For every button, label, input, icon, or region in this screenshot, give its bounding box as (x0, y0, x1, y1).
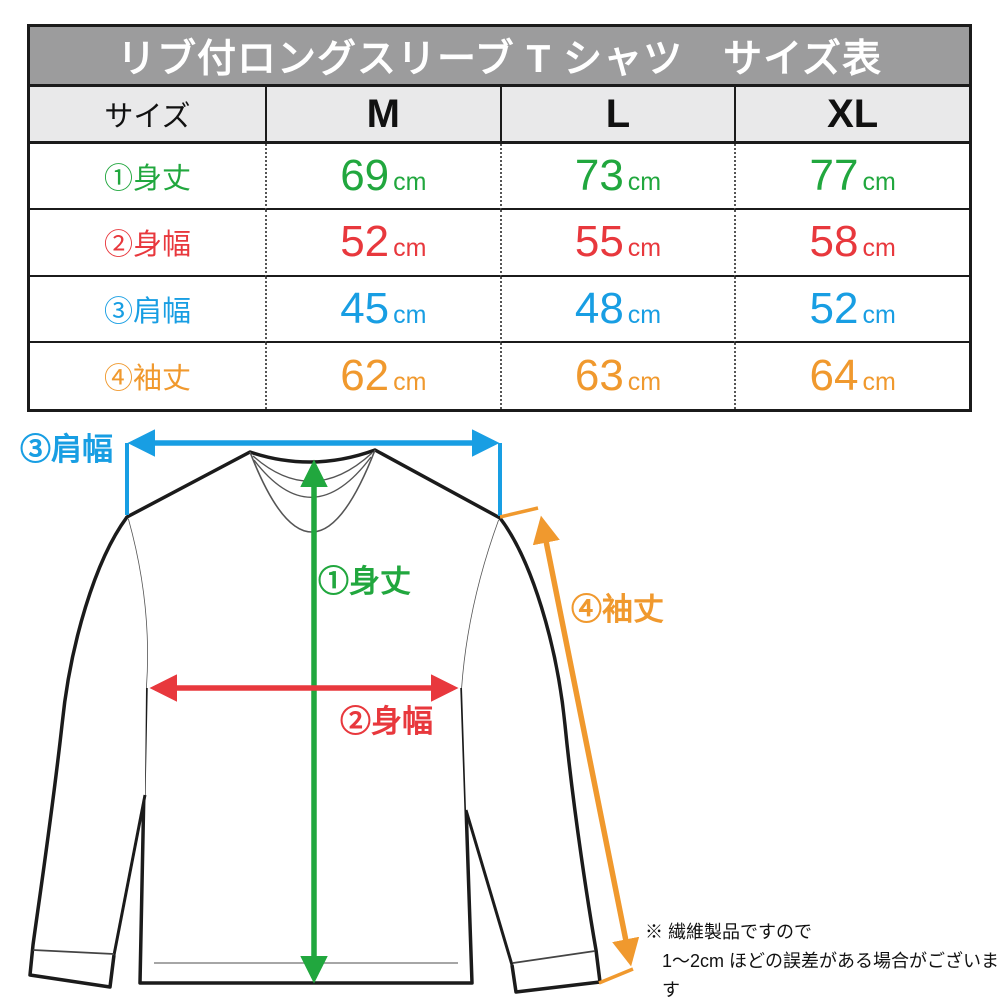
value-number: 58 (809, 217, 859, 267)
value-cell-m-body-length: 69 cm (265, 144, 500, 211)
value-unit: cm (393, 234, 427, 263)
row-label-sleeve-length: ④袖丈 (30, 342, 265, 409)
value-number: 69 (340, 151, 390, 201)
value-number: 45 (340, 283, 390, 333)
value-unit: cm (627, 300, 662, 329)
value-cell-m-body-width: 52 cm (265, 210, 500, 277)
value-unit: cm (627, 367, 662, 396)
value-number: 52 (340, 217, 390, 267)
value-unit: cm (627, 168, 662, 197)
value-cell-l-body-width: 55 cm (499, 210, 735, 277)
tshirt-diagram (28, 429, 640, 994)
value-number: 55 (574, 217, 624, 267)
value-number: 62 (340, 350, 390, 400)
diagram-label-shoulder-width: ③肩幅 (20, 432, 113, 467)
shirt-sleeve-left (30, 517, 148, 987)
value-cell-xl-body-width: 58 cm (734, 210, 969, 277)
value-number: 63 (574, 350, 624, 400)
value-cell-xl-sleeve-length: 64 cm (734, 342, 969, 409)
value-cell-l-sleeve-length: 63 cm (499, 342, 735, 409)
value-cell-l-shoulder-width: 48 cm (499, 276, 735, 343)
diagram-label-body-length: ①身丈 (318, 564, 411, 599)
value-unit: cm (862, 300, 896, 329)
header-size-label: サイズ (30, 87, 265, 144)
value-unit: cm (862, 367, 896, 396)
header-col-l: L (499, 87, 735, 144)
sleeve-length-connector-top (499, 506, 539, 519)
value-cell-m-shoulder-width: 45 cm (265, 276, 500, 343)
cuff-line-left (32, 949, 115, 955)
value-unit: cm (862, 168, 896, 197)
value-cell-xl-body-length: 77 cm (734, 144, 969, 211)
row-label-body-width: ②身幅 (30, 210, 265, 277)
value-cell-l-body-length: 73 cm (499, 144, 735, 211)
value-number: 48 (574, 283, 624, 333)
value-unit: cm (862, 234, 896, 263)
value-number: 64 (809, 350, 859, 400)
footnote-line-1: ※ 繊維製品ですので (645, 922, 813, 942)
sleeve-length-arrow (532, 515, 640, 967)
value-number: 73 (574, 151, 624, 201)
diagram-label-body-width: ②身幅 (340, 704, 433, 739)
row-label-body-length: ①身丈 (30, 144, 265, 211)
value-unit: cm (393, 367, 427, 396)
value-unit: cm (627, 234, 662, 263)
sleeve-length-connector-bottom (598, 967, 634, 985)
value-unit: cm (393, 300, 427, 329)
value-number: 52 (809, 283, 859, 333)
row-label-shoulder-width: ③肩幅 (30, 276, 265, 343)
header-col-m: M (265, 87, 500, 144)
footnote: ※ 繊維製品ですので 1～2cm ほどの誤差がある場合がございます (645, 918, 1000, 1000)
table-title: リブ付ロングスリーブ T シャツ サイズ表 (30, 27, 969, 87)
value-number: 77 (809, 151, 859, 201)
value-unit: cm (393, 168, 427, 197)
footnote-line-2: 1～2cm ほどの誤差がある場合がございます (662, 950, 1000, 1000)
diagram-label-sleeve-length: ④袖丈 (571, 592, 664, 627)
size-table: リブ付ロングスリーブ T シャツ サイズ表 サイズ M L XL ①身丈 69 c… (27, 24, 972, 412)
header-col-xl: XL (734, 87, 969, 144)
value-cell-xl-shoulder-width: 52 cm (734, 276, 969, 343)
value-cell-m-sleeve-length: 62 cm (265, 342, 500, 409)
